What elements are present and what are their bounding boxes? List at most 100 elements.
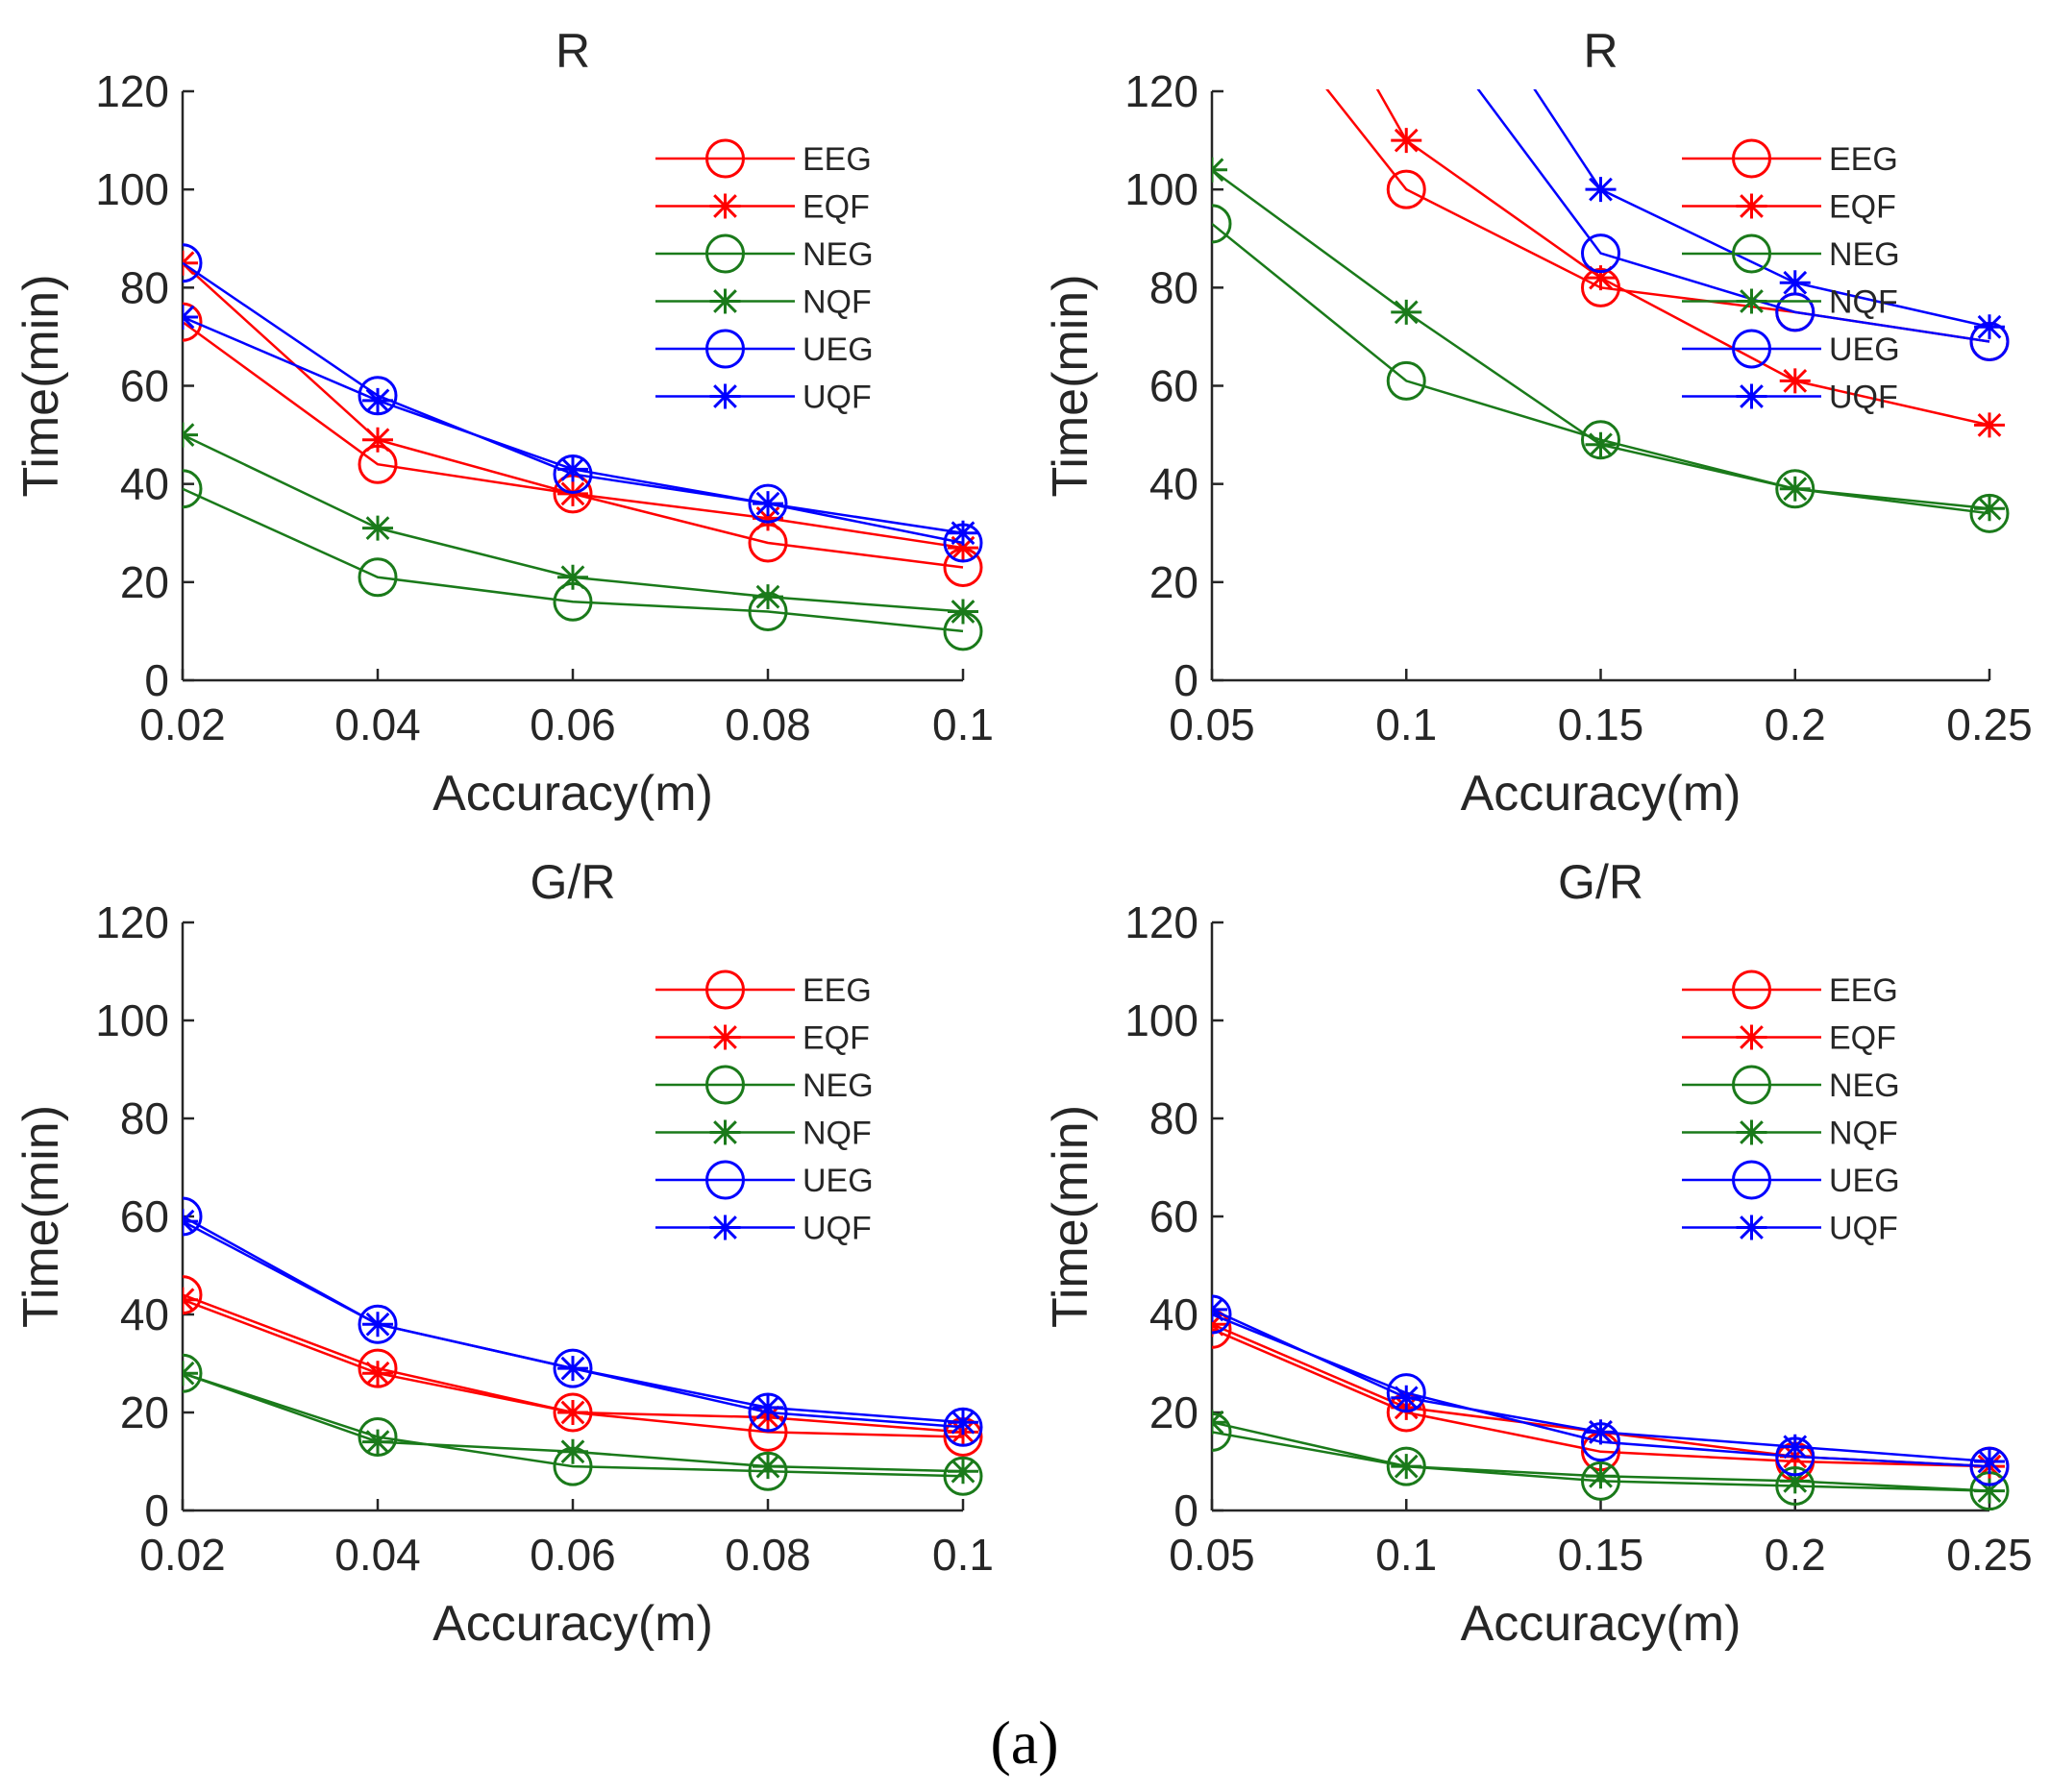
y-tick-label: 80 <box>120 1093 169 1143</box>
data-point-neg <box>943 1456 983 1496</box>
chart-title: R <box>1583 24 1618 78</box>
legend-label: NEG <box>803 236 874 273</box>
x-tick-label: 0.05 <box>1169 1530 1255 1580</box>
x-tick-label: 0.25 <box>1946 700 2033 749</box>
data-point-ueg <box>748 483 788 524</box>
legend-marker <box>709 193 741 219</box>
x-tick-label: 0.2 <box>1765 700 1826 749</box>
legend-marker <box>705 329 745 369</box>
legend-label: UEG <box>803 331 874 368</box>
figure-label: (a) <box>990 1708 1058 1777</box>
plot-area <box>1212 0 2010 533</box>
legend-marker <box>1736 383 1767 409</box>
legend-label: UQF <box>803 380 872 416</box>
data-point-uqf <box>1585 1419 1617 1445</box>
data-point-neg <box>1775 469 1815 509</box>
y-tick-label: 60 <box>120 361 169 411</box>
legend-label: EQF <box>803 1020 870 1057</box>
legend-label: NQF <box>1829 1116 1898 1152</box>
x-tick-label: 0.04 <box>334 1530 421 1580</box>
y-tick-label: 120 <box>95 66 169 116</box>
y-axis-label: Time(min) <box>1043 1105 1099 1328</box>
data-point-nqf <box>948 1459 978 1485</box>
y-tick-label: 80 <box>1149 1093 1198 1143</box>
data-point-nqf <box>1391 299 1422 325</box>
data-point-uqf <box>948 1410 978 1436</box>
data-point-uqf <box>753 491 783 517</box>
legend-label: UEG <box>1829 1163 1900 1199</box>
x-tick-label: 0.1 <box>1375 1530 1437 1580</box>
x-tick-label: 0.25 <box>1946 1530 2033 1580</box>
data-point-uqf <box>1779 1434 1811 1460</box>
x-axis-label: Accuracy(m) <box>432 1596 713 1652</box>
data-point-ueg <box>553 454 593 494</box>
data-point-uqf <box>557 456 588 482</box>
data-point-eqf <box>753 505 783 531</box>
legend-label: EQF <box>1829 189 1896 226</box>
data-point-eeg <box>183 1275 203 1315</box>
legend-marker <box>705 970 745 1010</box>
legend-label: EEG <box>803 972 872 1009</box>
data-point-nqf <box>557 1438 588 1464</box>
legend-label: NQF <box>803 1116 872 1152</box>
legend-label: UEG <box>803 1163 874 1199</box>
y-tick-label: 40 <box>120 459 169 509</box>
y-tick-label: 40 <box>120 1289 169 1339</box>
legend-label: EEG <box>1829 141 1898 178</box>
legend: EEG EQF NEG NQF UEG UQF <box>655 970 874 1247</box>
series-line-uqf <box>183 1219 964 1424</box>
y-tick-label: 80 <box>120 262 169 312</box>
y-tick-label: 0 <box>144 1485 169 1535</box>
data-point-ueg <box>183 1196 203 1237</box>
x-axis-label: Accuracy(m) <box>1461 766 1741 822</box>
data-point-nqf <box>183 1361 198 1387</box>
legend-label: EEG <box>1829 972 1898 1009</box>
data-point-nqf <box>1974 1478 2005 1504</box>
data-point-eqf <box>1779 368 1811 394</box>
x-tick-label: 0.1 <box>932 1530 994 1580</box>
data-point-uqf <box>753 1394 783 1420</box>
y-tick-label: 60 <box>120 1191 169 1241</box>
legend-label: NQF <box>803 284 872 321</box>
data-point-eqf <box>183 1287 198 1313</box>
series-line-neg <box>183 1372 964 1478</box>
data-point-uqf <box>1974 1449 2005 1474</box>
data-point-ueg <box>1388 0 1424 12</box>
data-point-nqf <box>1779 1468 1811 1494</box>
data-point-ueg <box>1581 233 1620 274</box>
legend-marker <box>1736 1119 1767 1145</box>
data-point-ueg <box>553 1348 593 1388</box>
chart-title: G/R <box>531 855 616 909</box>
y-tick-label: 60 <box>1149 1191 1198 1241</box>
data-point-neg <box>183 1353 203 1393</box>
legend-marker <box>709 1119 741 1145</box>
data-point-eqf <box>1974 412 2005 438</box>
legend-marker <box>1736 193 1767 219</box>
data-point-eqf <box>557 1400 588 1425</box>
x-tick-label: 0.15 <box>1558 700 1644 749</box>
data-point-uqf <box>1585 177 1617 203</box>
y-tick-label: 0 <box>1173 1485 1198 1535</box>
series-line-ueg <box>1476 89 1990 343</box>
x-tick-label: 0.06 <box>530 700 616 749</box>
legend-marker <box>1732 970 1771 1010</box>
x-tick-label: 0.05 <box>1169 700 1255 749</box>
y-tick-label: 100 <box>95 995 169 1045</box>
data-point-eqf <box>1585 265 1617 291</box>
legend-marker <box>1736 1215 1767 1240</box>
y-tick-label: 120 <box>95 897 169 947</box>
series-line-eqf <box>1212 1323 1990 1468</box>
data-point-nqf <box>362 1429 393 1455</box>
data-point-neg <box>183 469 203 509</box>
x-tick-label: 0.04 <box>334 700 421 749</box>
legend-label: NEG <box>1829 1068 1900 1104</box>
data-point-eqf <box>362 427 393 453</box>
legend-label: UEG <box>1829 331 1900 368</box>
data-point-ueg <box>1386 1373 1426 1413</box>
data-point-uqf <box>1779 270 1811 296</box>
y-tick-label: 120 <box>1124 897 1198 947</box>
data-point-nqf <box>753 584 783 610</box>
data-point-nqf <box>1585 1463 1617 1489</box>
